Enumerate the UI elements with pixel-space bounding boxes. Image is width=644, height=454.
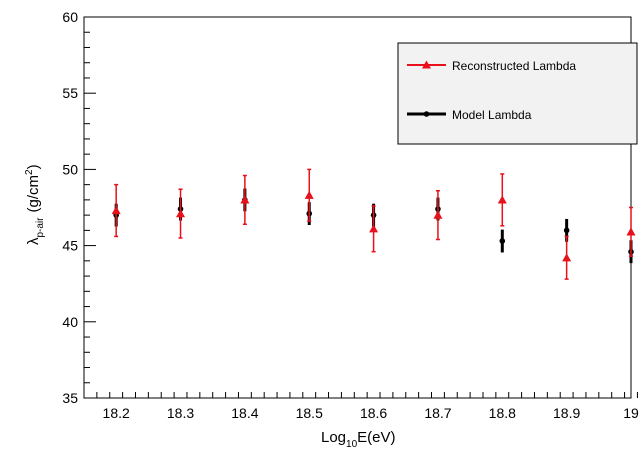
reconstructed-point [176,209,186,218]
reconstructed-point [111,206,121,215]
x-axis-title: Log10E(eV) [321,429,396,450]
y-tick-label: 60 [62,9,78,25]
x-tick-label: 18.6 [360,405,387,421]
y-axis-title: λp-air(g/cm2) [24,164,46,245]
x-tick-label: 18.5 [296,405,323,421]
legend-marker-model [423,111,430,117]
legend-label-reconstructed: Reconstructed Lambda [452,59,576,73]
model-point [563,227,570,234]
reconstructed-point [369,224,379,233]
y-tick-label: 35 [62,390,78,406]
y-tick-label: 50 [62,161,78,177]
reconstructed-point [626,227,636,236]
reconstructed-point [497,195,507,204]
y-tick-label: 40 [62,314,78,330]
x-tick-label: 18.9 [553,405,580,421]
x-tick-label: 19 [623,405,639,421]
legend-label-model: Model Lambda [452,108,532,122]
data-points [111,168,636,280]
reconstructed-point [433,210,443,219]
tick-marks [83,16,638,399]
x-tick-label: 18.4 [231,405,258,421]
x-tick-label: 18.7 [424,405,451,421]
x-tick-label: 18.8 [489,405,516,421]
x-tick-label: 18.2 [103,405,130,421]
x-tick-label: 18.3 [167,405,194,421]
y-tick-label: 55 [62,85,78,101]
reconstructed-point [304,190,314,199]
tick-labels: 35 40 45 50 55 60 18.2 18.3 18.4 18.5 18.6 18.7 18.8… [62,9,639,421]
legend-marker-reconstructed [422,60,431,69]
y-tick-label: 45 [62,238,78,254]
legend-box [397,42,638,145]
model-point [499,238,506,244]
reconstructed-point [562,253,572,262]
reconstructed-point [240,195,250,204]
legend: Reconstructed Lambda Model Lambda [397,42,638,145]
